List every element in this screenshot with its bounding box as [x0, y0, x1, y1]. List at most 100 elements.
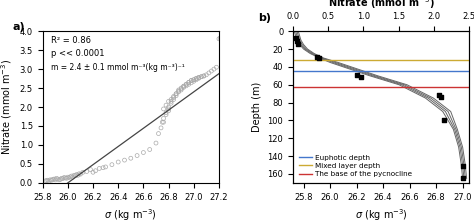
Point — [210, 67, 218, 71]
Point — [92, 169, 100, 173]
Point — [162, 113, 170, 116]
Legend: Euphotic depth, Mixed layer depth, The base of the pycnocline: Euphotic depth, Mixed layer depth, The b… — [297, 152, 414, 179]
Point — [440, 119, 448, 122]
Y-axis label: Depth (m): Depth (m) — [252, 82, 262, 132]
Point — [170, 98, 177, 101]
Point — [200, 74, 208, 78]
Point — [41, 179, 49, 183]
Y-axis label: Nitrate (mmol m$^{-3}$): Nitrate (mmol m$^{-3}$) — [0, 59, 14, 155]
Point — [215, 37, 223, 41]
Text: R² = 0.86: R² = 0.86 — [52, 36, 91, 45]
Point — [96, 167, 103, 170]
Point — [53, 177, 60, 180]
Point — [165, 107, 173, 111]
Point — [54, 177, 62, 181]
Point — [198, 75, 205, 78]
Point — [68, 174, 75, 178]
Point — [170, 95, 177, 98]
Point — [64, 175, 72, 179]
Point — [357, 75, 365, 78]
Point — [292, 37, 300, 40]
X-axis label: Nitrate (mmol m$^{-3}$): Nitrate (mmol m$^{-3}$) — [328, 0, 435, 11]
Point — [175, 90, 182, 94]
Point — [438, 95, 445, 99]
Point — [195, 76, 202, 79]
Point — [127, 157, 135, 160]
Point — [133, 154, 141, 157]
Point — [195, 76, 202, 80]
Point — [187, 79, 195, 82]
Point — [165, 109, 173, 113]
Point — [63, 177, 70, 180]
Point — [192, 77, 200, 80]
Point — [87, 168, 94, 171]
Point — [108, 163, 116, 166]
Text: m = 2.4 ± 0.1 mmol m⁻³(kg m⁻³)⁻¹: m = 2.4 ± 0.1 mmol m⁻³(kg m⁻³)⁻¹ — [52, 63, 185, 72]
Point — [200, 74, 208, 78]
Point — [79, 170, 87, 174]
Point — [114, 160, 122, 164]
Point — [83, 170, 91, 173]
Point — [155, 132, 162, 135]
Point — [70, 173, 78, 177]
Point — [160, 117, 167, 120]
Point — [56, 178, 64, 181]
Point — [182, 84, 190, 88]
Point — [316, 56, 323, 60]
Point — [185, 83, 192, 86]
Point — [162, 111, 170, 115]
Point — [198, 75, 205, 78]
Point — [187, 79, 195, 82]
Point — [58, 177, 65, 180]
Point — [192, 78, 200, 82]
Point — [208, 69, 215, 73]
Point — [175, 89, 182, 93]
Point — [435, 94, 443, 97]
Point — [187, 81, 195, 85]
Point — [459, 177, 466, 180]
Point — [167, 99, 175, 103]
Point — [205, 71, 213, 75]
Point — [177, 87, 185, 91]
Point — [45, 179, 53, 183]
Point — [72, 174, 79, 178]
Point — [158, 120, 166, 124]
Point — [202, 73, 210, 77]
Point — [160, 107, 167, 111]
Point — [195, 76, 202, 79]
Point — [121, 158, 128, 162]
Point — [173, 92, 180, 95]
Point — [50, 177, 58, 181]
Point — [69, 175, 77, 179]
Text: a): a) — [13, 22, 25, 32]
Point — [294, 42, 302, 45]
Point — [66, 175, 74, 179]
Point — [102, 165, 109, 169]
Point — [140, 151, 147, 154]
Point — [170, 96, 177, 99]
Point — [180, 85, 188, 88]
Point — [165, 105, 173, 109]
X-axis label: $\sigma$ (kg m$^{-3}$): $\sigma$ (kg m$^{-3}$) — [355, 207, 408, 223]
Point — [185, 81, 192, 84]
Point — [459, 164, 466, 168]
Point — [165, 99, 173, 103]
Point — [217, 36, 224, 40]
Text: p << 0.0001: p << 0.0001 — [52, 50, 105, 58]
Point — [100, 166, 107, 169]
Point — [182, 83, 190, 86]
Point — [293, 39, 301, 43]
Point — [162, 103, 170, 107]
Point — [185, 81, 192, 84]
Point — [46, 178, 54, 182]
Point — [59, 177, 67, 180]
Point — [62, 176, 69, 180]
Point — [173, 94, 180, 97]
Point — [55, 178, 63, 182]
Point — [48, 178, 55, 182]
Point — [177, 88, 185, 92]
Point — [192, 76, 200, 80]
Point — [182, 83, 190, 86]
Point — [313, 55, 320, 59]
Point — [49, 178, 56, 181]
